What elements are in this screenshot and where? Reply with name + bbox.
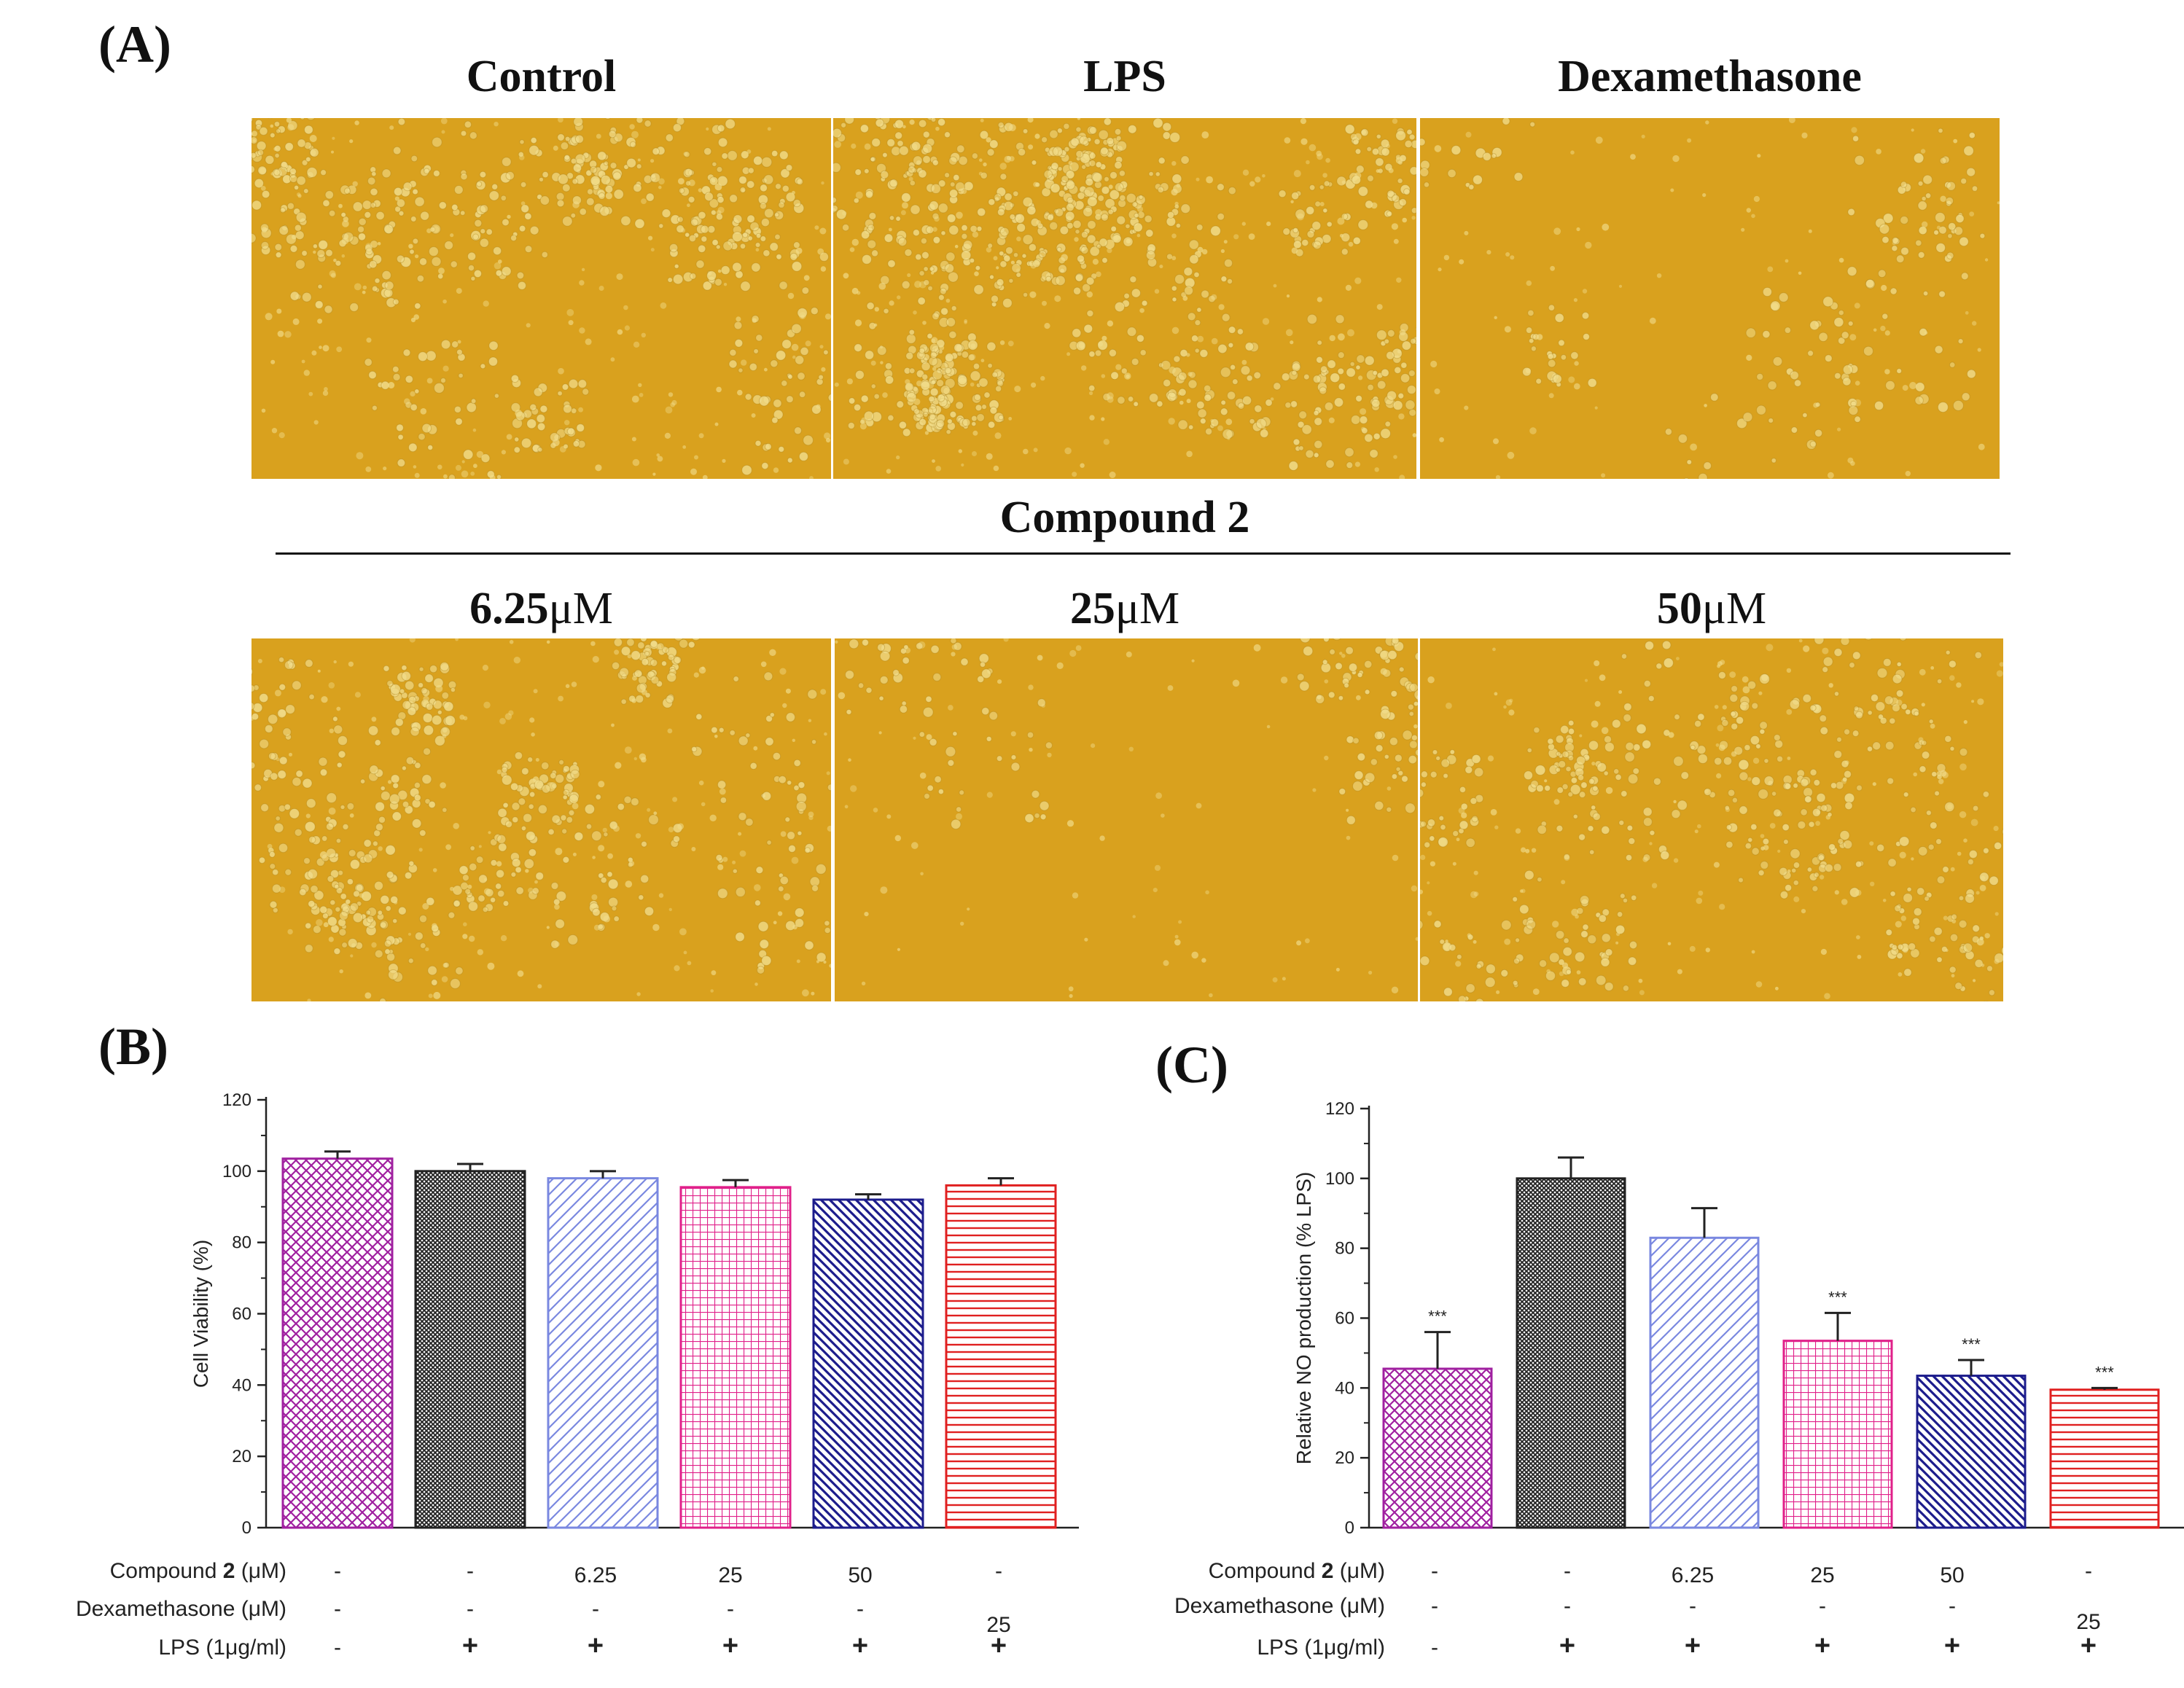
micrograph-title-lps: LPS	[1083, 52, 1166, 101]
bar	[812, 1198, 924, 1529]
conc-value: 6.25	[469, 584, 549, 633]
condition-row-label: Compound 2 (μM)	[110, 1559, 286, 1583]
y-tick-label: 40	[1335, 1378, 1354, 1398]
bar	[1782, 1340, 1893, 1529]
condition-value: +	[1814, 1630, 1830, 1661]
condition-value: +	[991, 1630, 1007, 1661]
compound-divider	[276, 552, 2011, 555]
condition-value: +	[462, 1630, 478, 1661]
micrograph-compound-25	[835, 638, 1418, 1001]
conc-title-25: 25μM	[833, 583, 1416, 635]
condition-value: -	[334, 1597, 341, 1621]
condition-row-label: Dexamethasone (μM)	[76, 1597, 286, 1621]
y-axis-label: Relative NO production (% LPS)	[1292, 1172, 1315, 1465]
y-tick-label: 100	[222, 1162, 251, 1181]
y-tick-label: 100	[1325, 1169, 1354, 1189]
condition-value: -	[2085, 1559, 2092, 1583]
y-axis-label: Cell Viability (%)	[190, 1240, 212, 1388]
conc-value: 50	[1656, 584, 1702, 633]
condition-value: -	[1431, 1636, 1438, 1660]
condition-value: -	[857, 1597, 864, 1621]
conc-title-50: 50μM	[1420, 583, 2003, 635]
micrograph-compound-6-25	[251, 638, 831, 1001]
significance-mark: ***	[1428, 1308, 1447, 1326]
condition-value: 25	[986, 1613, 1010, 1637]
micrograph-dexamethasone	[1420, 118, 2000, 479]
condition-value: -	[1431, 1594, 1438, 1618]
conc-unit: μM	[548, 584, 613, 633]
conc-title-6-25: 6.25μM	[251, 583, 831, 635]
condition-value: -	[467, 1559, 474, 1583]
conc-unit: μM	[1115, 584, 1180, 633]
no-production-chart: 0 20 40 60 80 100 120 Relative NO production (%…	[1174, 1099, 2184, 1661]
y-tick-label: 40	[232, 1375, 251, 1395]
conc-value: 25	[1069, 584, 1115, 633]
condition-value: +	[852, 1630, 868, 1661]
bar	[1649, 1236, 1760, 1529]
y-tick-label: 80	[1335, 1239, 1354, 1259]
condition-value: -	[995, 1559, 1002, 1583]
condition-value: 25	[718, 1563, 742, 1587]
condition-value: -	[592, 1597, 599, 1621]
condition-value: -	[1949, 1594, 1956, 1618]
condition-row-label: LPS (1μg/ml)	[158, 1636, 286, 1660]
condition-row-label: LPS (1μg/ml)	[1257, 1636, 1385, 1660]
y-tick-label: 80	[232, 1233, 251, 1253]
bar	[414, 1170, 526, 1529]
condition-row-label: Dexamethasone (μM)	[1174, 1594, 1385, 1618]
condition-value: -	[727, 1597, 734, 1621]
bar	[2049, 1388, 2160, 1529]
condition-value: +	[722, 1630, 738, 1661]
condition-value: -	[1431, 1559, 1438, 1583]
condition-value: -	[1564, 1559, 1571, 1583]
micrograph-control	[251, 118, 831, 479]
bar	[281, 1157, 394, 1529]
bar	[1916, 1375, 2027, 1529]
condition-value: 50	[1940, 1563, 1964, 1587]
y-tick-label: 60	[232, 1305, 251, 1324]
micrograph-title-control: Control	[466, 52, 617, 101]
condition-value: -	[1564, 1594, 1571, 1618]
y-tick-label: 20	[232, 1447, 251, 1466]
bar	[547, 1177, 659, 1529]
y-tick-label: 0	[1345, 1518, 1354, 1538]
micrograph-lps	[833, 118, 1416, 479]
condition-value: -	[1819, 1594, 1826, 1618]
condition-value: 50	[848, 1563, 872, 1587]
conc-unit: μM	[1701, 584, 1767, 633]
bar	[1382, 1367, 1493, 1529]
condition-value: -	[334, 1559, 341, 1583]
panel-c-label: (C)	[1155, 1036, 1228, 1094]
condition-value: 6.25	[1672, 1563, 1714, 1587]
condition-value: 25	[2076, 1610, 2100, 1634]
panel-b-label: (B)	[98, 1017, 168, 1076]
compound-header: Compound 2	[999, 493, 1250, 542]
bar	[945, 1184, 1057, 1529]
significance-mark: ***	[1828, 1288, 1847, 1306]
y-tick-label: 20	[1335, 1448, 1354, 1468]
panel-a-label: (A)	[98, 15, 171, 74]
condition-value: 25	[1810, 1563, 1834, 1587]
cell-viability-chart: 0 20 40 60 80 100 120 Cell Viability (%) Compoun…	[76, 1090, 1079, 1661]
condition-value: -	[334, 1636, 341, 1660]
y-tick-label: 120	[1325, 1099, 1354, 1119]
condition-value: +	[1944, 1630, 1960, 1661]
y-tick-label: 60	[1335, 1309, 1354, 1329]
micrograph-compound-50	[1420, 638, 2003, 1001]
condition-value: +	[1685, 1630, 1701, 1661]
significance-mark: ***	[1962, 1335, 1981, 1353]
y-tick-label: 0	[242, 1518, 251, 1538]
condition-value: +	[588, 1630, 604, 1661]
y-tick-label: 120	[222, 1090, 251, 1110]
bar	[1516, 1177, 1626, 1529]
significance-mark: ***	[2095, 1363, 2114, 1381]
condition-value: -	[467, 1597, 474, 1621]
condition-row-label: Compound 2 (μM)	[1209, 1559, 1385, 1583]
condition-value: +	[1559, 1630, 1575, 1661]
micrograph-title-dexamethasone: Dexamethasone	[1558, 52, 1862, 101]
condition-value: -	[1689, 1594, 1696, 1618]
condition-value: 6.25	[574, 1563, 617, 1587]
bar	[679, 1186, 792, 1529]
condition-value: +	[2080, 1630, 2097, 1661]
